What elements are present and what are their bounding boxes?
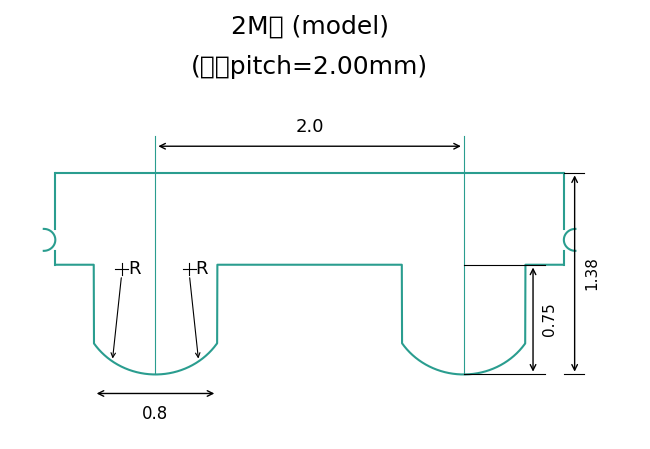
- Text: (节距pitch=2.00mm): (节距pitch=2.00mm): [191, 55, 428, 79]
- Text: 2.0: 2.0: [295, 118, 324, 136]
- Text: R: R: [196, 260, 208, 278]
- Text: 2M型 (model): 2M型 (model): [231, 14, 389, 38]
- Text: R: R: [128, 260, 140, 278]
- Text: 0.8: 0.8: [142, 405, 168, 423]
- Text: 0.75: 0.75: [542, 303, 557, 336]
- Text: 1.38: 1.38: [584, 256, 599, 291]
